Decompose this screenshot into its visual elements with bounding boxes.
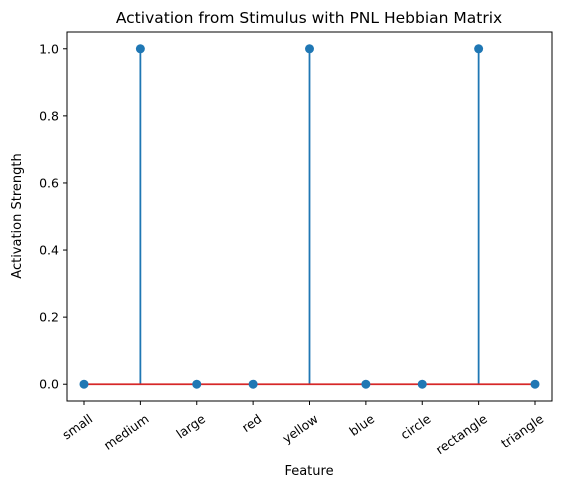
x-tick-label: triangle bbox=[498, 411, 546, 451]
y-axis: 0.0 0.2 0.4 0.6 0.8 1.0 bbox=[39, 41, 67, 392]
y-tick-label: 0.0 bbox=[39, 377, 59, 392]
y-axis-label: Activation Strength bbox=[10, 153, 25, 278]
y-tick-label: 0.6 bbox=[39, 175, 59, 190]
y-tick-label: 0.4 bbox=[39, 243, 59, 258]
x-tick-label: medium bbox=[101, 411, 152, 453]
x-tick-label: circle bbox=[398, 411, 434, 443]
x-tick-label: blue bbox=[346, 411, 377, 439]
stem-marker bbox=[79, 379, 89, 389]
stem-marker bbox=[135, 44, 145, 54]
x-tick-label: small bbox=[59, 411, 95, 442]
y-tick-label: 0.2 bbox=[39, 310, 59, 325]
chart-title: Activation from Stimulus with PNL Hebbia… bbox=[116, 9, 502, 27]
x-axis: small medium large red yellow blue circle recta… bbox=[59, 401, 546, 457]
x-tick-label: red bbox=[239, 411, 264, 435]
stem-marker bbox=[192, 379, 202, 389]
stem-marker bbox=[248, 379, 258, 389]
x-axis-label: Feature bbox=[284, 464, 333, 479]
y-tick-label: 1.0 bbox=[39, 41, 59, 56]
x-tick-label: yellow bbox=[279, 411, 320, 446]
x-tick-label: rectangle bbox=[433, 411, 490, 457]
stem-markers bbox=[79, 44, 540, 389]
x-tick-label: large bbox=[173, 411, 208, 442]
stem-marker bbox=[361, 379, 371, 389]
stem-marker bbox=[474, 44, 484, 54]
stem-marker bbox=[417, 379, 427, 389]
stem-lines bbox=[139, 48, 480, 385]
y-tick-label: 0.8 bbox=[39, 108, 59, 123]
stem-marker bbox=[530, 379, 540, 389]
stem-marker bbox=[305, 44, 314, 54]
